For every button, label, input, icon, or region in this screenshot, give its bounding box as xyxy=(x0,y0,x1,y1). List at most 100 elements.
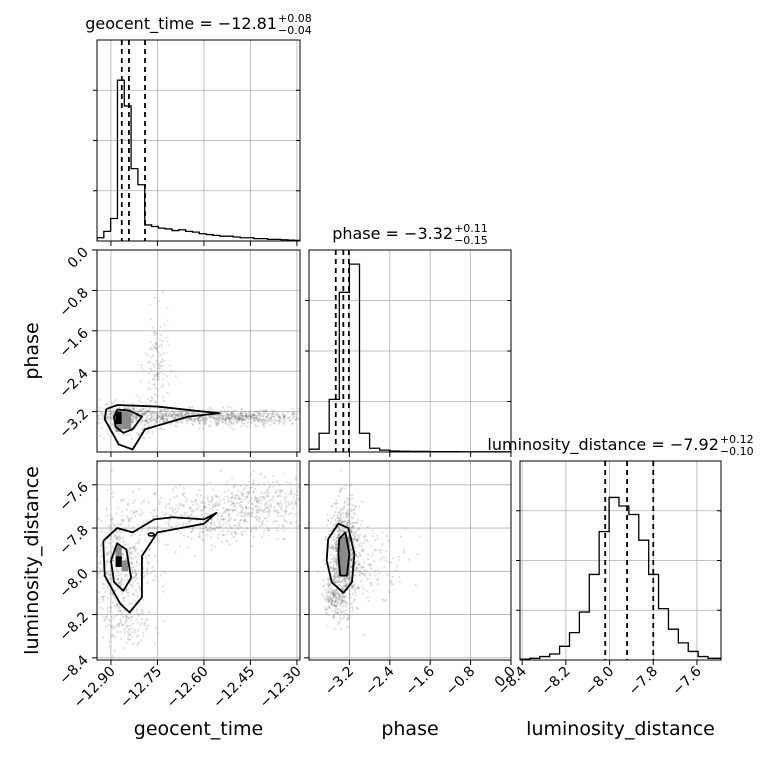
scatter-point xyxy=(323,596,327,600)
scatter-point xyxy=(115,512,118,515)
scatter-point xyxy=(265,501,268,504)
scatter-point xyxy=(55,418,57,420)
scatter-point xyxy=(120,621,123,624)
scatter-point xyxy=(218,417,221,420)
scatter-point xyxy=(110,517,113,521)
scatter-point xyxy=(351,555,354,559)
scatter-point xyxy=(266,488,269,491)
scatter-point xyxy=(145,409,149,412)
scatter-point xyxy=(329,566,332,570)
scatter-point xyxy=(216,518,219,521)
scatter-point xyxy=(117,587,120,591)
scatter-point xyxy=(154,515,157,518)
scatter-point xyxy=(144,555,147,558)
scatter-point xyxy=(224,421,227,424)
scatter-point xyxy=(303,507,305,509)
scatter-point xyxy=(81,516,83,518)
scatter-point xyxy=(44,418,46,420)
x-tick-label: −12.30 xyxy=(257,664,305,712)
scatter-point xyxy=(151,430,154,434)
scatter-point xyxy=(245,506,248,509)
scatter-point xyxy=(252,482,255,485)
scatter-point xyxy=(163,420,167,423)
scatter-point xyxy=(127,632,130,635)
scatter-point xyxy=(108,640,111,644)
scatter-point xyxy=(125,508,128,512)
scatter-point xyxy=(142,436,145,439)
scatter-point xyxy=(255,415,258,418)
scatter-point xyxy=(142,599,145,602)
scatter-point xyxy=(176,420,179,423)
scatter-point xyxy=(80,603,82,605)
scatter-point xyxy=(121,624,125,627)
scatter-point xyxy=(125,589,128,592)
scatter-point xyxy=(135,416,138,420)
scatter-point xyxy=(225,414,228,417)
scatter-point xyxy=(223,416,226,419)
scatter-point xyxy=(116,623,120,626)
scatter-point xyxy=(112,424,115,427)
scatter-point xyxy=(333,578,336,581)
scatter-point xyxy=(169,423,172,426)
scatter-point xyxy=(130,602,133,605)
scatter-point xyxy=(109,542,112,545)
scatter-point xyxy=(174,421,178,424)
scatter-point xyxy=(355,568,358,571)
scatter-point xyxy=(325,612,328,615)
scatter-point xyxy=(202,427,205,430)
scatter-point xyxy=(279,417,282,420)
scatter-point xyxy=(259,502,262,505)
scatter-point xyxy=(133,511,136,515)
scatter-point xyxy=(43,415,45,417)
scatter-point xyxy=(332,566,335,569)
scatter-point xyxy=(263,482,266,485)
scatter-point xyxy=(342,516,346,519)
scatter-point xyxy=(224,522,228,525)
scatter-point xyxy=(334,559,337,563)
scatter-point xyxy=(328,606,331,609)
scatter-point xyxy=(114,589,117,592)
scatter-point xyxy=(335,542,338,545)
scatter-point xyxy=(252,479,255,482)
y-tick-label: −8.0 xyxy=(56,566,91,601)
scatter-point xyxy=(276,494,279,498)
scatter-point xyxy=(108,412,111,415)
scatter-point xyxy=(350,549,353,552)
scatter-point xyxy=(131,407,135,410)
scatter-point xyxy=(370,582,373,585)
scatter-point xyxy=(216,513,219,517)
scatter-point xyxy=(169,412,173,415)
scatter-point xyxy=(270,409,274,412)
scatter-point xyxy=(198,422,202,425)
scatter-point xyxy=(327,584,330,587)
scatter-point xyxy=(370,567,373,570)
scatter-point xyxy=(182,504,185,507)
scatter-point xyxy=(378,551,382,554)
scatter-point xyxy=(111,413,114,416)
scatter-point xyxy=(226,416,230,420)
scatter-point xyxy=(234,414,237,417)
scatter-point xyxy=(147,624,150,627)
scatter-point xyxy=(278,488,281,491)
scatter-point xyxy=(160,370,163,373)
scatter-point xyxy=(122,520,125,523)
scatter-point xyxy=(42,417,44,419)
scatter-point xyxy=(346,521,349,524)
scatter-point xyxy=(327,583,330,586)
scatter-point xyxy=(228,523,231,526)
scatter-point xyxy=(131,622,134,625)
scatter-point xyxy=(381,531,384,534)
scatter-point xyxy=(165,543,168,547)
scatter-point xyxy=(355,566,358,570)
scatter-point xyxy=(256,502,259,505)
scatter-point xyxy=(262,409,266,412)
scatter-point xyxy=(360,579,363,583)
scatter-point xyxy=(239,484,242,487)
scatter-point xyxy=(127,520,131,523)
scatter-point xyxy=(328,604,331,607)
scatter-point xyxy=(130,631,134,634)
scatter-point xyxy=(381,556,384,559)
scatter-point xyxy=(335,537,339,540)
scatter-point xyxy=(250,544,253,548)
scatter-point xyxy=(266,520,269,523)
